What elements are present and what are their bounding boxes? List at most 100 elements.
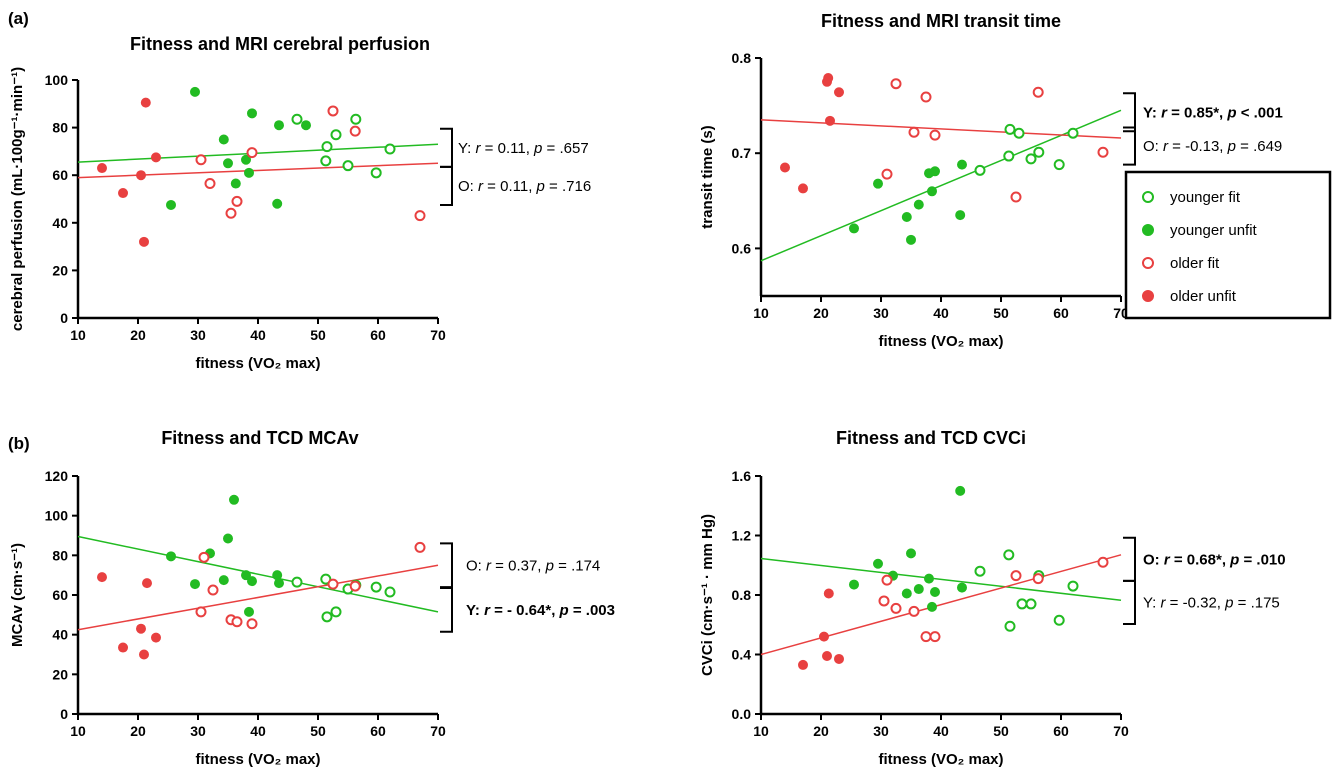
x-tick-label: 50 [310,723,326,739]
point-older-fit [908,126,920,138]
point-younger-fit [1016,598,1028,610]
point-younger-fit [350,113,362,125]
y-tick-label: 100 [45,508,69,524]
legend-label: younger fit [1170,189,1241,206]
point-older-unfit [823,72,834,83]
point-older-fit [231,616,243,628]
point-younger-unfit [244,167,254,178]
y-tick-label: 0.0 [732,706,752,722]
x-tick-label: 10 [70,723,86,739]
point-older-fit [349,580,361,592]
x-tick-label: 50 [993,305,1009,321]
point-older-fit [929,631,941,643]
point-younger-fit [291,113,303,125]
y-tick-label: 40 [52,627,68,643]
point-younger-unfit [301,120,311,131]
point-younger-unfit [218,575,229,586]
x-axis-label: fitness (VO₂ max) [878,751,1003,768]
point-younger-unfit [190,579,200,590]
point-older-unfit [834,87,844,98]
stat-annotation: O: r = 0.68*, p = .010 [1143,551,1286,568]
fit-line-younger [760,109,1122,262]
x-axis-label: fitness (VO₂ max) [878,333,1003,350]
point-older-unfit [780,162,790,173]
point-younger-fit [974,164,986,176]
stat-bracket [440,127,453,168]
stat-bracket [1123,126,1136,166]
fit-line-older [760,554,1122,656]
x-tick-label: 30 [873,305,889,321]
point-older-fit [204,178,216,190]
point-younger-fit [1013,127,1025,139]
x-tick-label: 20 [130,327,146,343]
point-older-fit [1097,146,1109,158]
point-older-fit [195,154,207,166]
point-older-unfit [825,115,835,126]
point-younger-fit [1025,598,1037,610]
point-younger-fit [370,581,382,593]
point-older-unfit [834,653,844,664]
point-younger-unfit [927,186,937,197]
point-older-fit [881,168,893,180]
point-older-unfit [151,632,161,643]
y-axis-label: transit time (s) [699,125,716,228]
x-axis-label: fitness (VO₂ max) [195,355,320,372]
y-tick-label: 20 [52,666,68,682]
point-younger-fit [321,611,333,623]
point-older-unfit [139,649,149,660]
point-older-unfit [136,170,146,181]
x-tick-label: 10 [753,305,769,321]
x-tick-label: 50 [310,327,326,343]
point-younger-unfit [924,573,934,584]
legend-label: younger unfit [1170,222,1258,239]
point-younger-unfit [927,601,937,612]
stat-bracket [1123,579,1136,626]
point-younger-fit [1025,153,1037,165]
x-tick-label: 60 [370,723,386,739]
point-older-unfit [118,188,128,199]
y-tick-label: 120 [45,468,69,484]
point-older-fit [920,631,932,643]
point-younger-unfit [274,578,284,589]
point-younger-unfit [901,211,912,222]
point-younger-unfit [849,223,859,234]
y-tick-label: 0.8 [732,587,752,603]
point-older-fit [231,195,243,207]
stat-annotation: Y: r = -0.32, p = .175 [1143,594,1280,611]
y-tick-label: 0 [60,706,68,722]
x-axis-label: fitness (VO₂ max) [195,751,320,768]
stat-bracket [440,165,453,206]
panel-label-b: (b) [8,434,30,453]
point-younger-unfit [955,485,966,496]
x-tick-label: 70 [1113,723,1129,739]
fit-line-younger [77,143,439,163]
point-younger-unfit [223,533,233,544]
point-older-unfit [822,650,832,661]
point-older-unfit [798,659,808,670]
point-younger-fit [1003,549,1015,561]
y-tick-label: 80 [52,120,68,136]
point-older-fit [1032,573,1044,585]
point-younger-fit [321,141,333,153]
point-older-unfit [823,588,834,599]
x-tick-label: 30 [190,723,206,739]
panel-label-a: (a) [8,9,29,28]
point-younger-unfit [218,134,229,145]
point-younger-unfit [229,494,239,505]
point-younger-fit [1067,127,1079,139]
stat-bracket [440,542,453,589]
point-older-fit [908,605,920,617]
y-tick-label: 0.8 [732,50,752,66]
point-younger-fit [291,576,303,588]
stat-annotation: O: r = 0.37, p = .174 [466,557,600,574]
legend-box [1124,170,1332,320]
x-tick-label: 30 [873,723,889,739]
point-younger-fit [974,565,986,577]
point-older-fit [198,551,210,563]
point-older-fit [414,541,426,553]
point-younger-fit [1053,614,1065,626]
point-younger-unfit [873,178,883,189]
point-younger-fit [384,586,396,598]
point-younger-fit [1003,150,1015,162]
point-older-fit [890,602,902,614]
